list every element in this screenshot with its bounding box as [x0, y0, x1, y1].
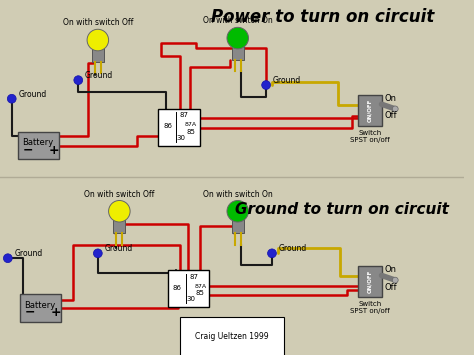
Text: Ground: Ground	[15, 249, 43, 258]
Text: Off: Off	[384, 283, 397, 291]
Text: 87: 87	[189, 274, 198, 280]
Text: Ground: Ground	[279, 244, 307, 253]
Text: Switch
SPST on/off: Switch SPST on/off	[350, 130, 390, 143]
Text: Battery: Battery	[23, 138, 54, 147]
Text: On with switch Off: On with switch Off	[84, 190, 155, 198]
Circle shape	[74, 76, 82, 84]
Bar	[19, 294, 61, 322]
Circle shape	[93, 249, 102, 258]
Bar	[158, 109, 200, 146]
Circle shape	[7, 94, 16, 103]
Bar	[92, 42, 104, 61]
Text: On: On	[384, 265, 396, 274]
Text: +: +	[49, 143, 60, 157]
Circle shape	[87, 29, 109, 51]
Bar	[113, 213, 125, 233]
Text: 85: 85	[196, 290, 205, 296]
Text: Ground to turn on circuit: Ground to turn on circuit	[236, 202, 449, 217]
Text: −: −	[22, 143, 33, 157]
Text: 85: 85	[186, 129, 195, 135]
Text: ON/OFF: ON/OFF	[367, 270, 372, 293]
Text: 87A: 87A	[184, 122, 197, 127]
Bar	[168, 270, 210, 307]
Circle shape	[392, 277, 398, 283]
Text: 87: 87	[180, 112, 189, 118]
Bar	[18, 132, 59, 159]
Text: 30: 30	[177, 135, 186, 141]
Text: −: −	[25, 306, 35, 319]
Circle shape	[267, 249, 276, 258]
Circle shape	[227, 27, 248, 49]
Text: Craig Ueltzen 1999: Craig Ueltzen 1999	[195, 332, 269, 341]
Text: Ground: Ground	[85, 71, 113, 80]
Text: Ground: Ground	[273, 76, 301, 85]
Text: Power to turn on circuit: Power to turn on circuit	[211, 7, 435, 26]
Text: On with switch Off: On with switch Off	[63, 18, 133, 27]
Circle shape	[3, 254, 12, 263]
Circle shape	[392, 106, 398, 112]
Text: 86: 86	[173, 284, 182, 290]
Bar	[232, 40, 244, 60]
Bar	[358, 95, 382, 126]
Text: +: +	[51, 306, 62, 319]
Circle shape	[262, 81, 271, 89]
Text: On with switch On: On with switch On	[203, 16, 273, 25]
Text: 30: 30	[186, 296, 195, 302]
Text: 86: 86	[163, 123, 172, 129]
Bar	[232, 213, 244, 233]
Text: Switch
SPST on/off: Switch SPST on/off	[350, 301, 390, 314]
Text: On: On	[384, 94, 396, 103]
Text: 87A: 87A	[194, 284, 206, 289]
Text: Ground: Ground	[105, 244, 133, 253]
Text: Battery: Battery	[25, 301, 56, 310]
Text: Off: Off	[384, 111, 397, 120]
Text: Ground: Ground	[18, 90, 47, 99]
Circle shape	[109, 201, 130, 222]
Bar	[358, 266, 382, 297]
Circle shape	[227, 201, 248, 222]
Text: On with switch On: On with switch On	[203, 190, 273, 198]
Text: ON/OFF: ON/OFF	[367, 99, 372, 122]
